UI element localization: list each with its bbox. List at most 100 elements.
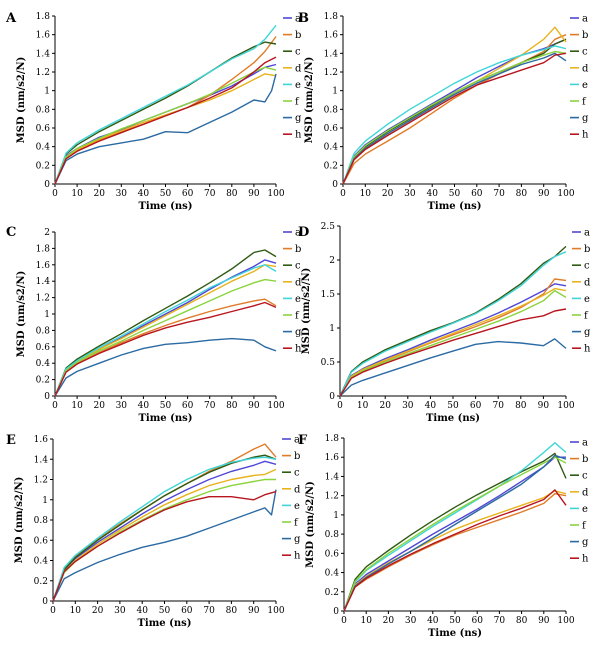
x-tick-label: 0 — [52, 189, 58, 199]
y-tick-label: 1 — [44, 310, 50, 320]
x-tick-label: 20 — [383, 616, 395, 626]
legend-label-f: f — [295, 311, 300, 322]
x-tick-label: 40 — [427, 616, 439, 626]
panel-letter: D — [298, 225, 309, 240]
series-line-g — [54, 337, 277, 397]
y-tick-label: 1 — [333, 511, 339, 521]
series-line-c — [52, 454, 277, 602]
x-tick-label: 40 — [138, 189, 150, 199]
x-tick-label: 60 — [471, 616, 483, 626]
chart-panel-f: F 0 10 20 30 40 50 60 70 80 90 100 0 0.2 0.4 0.6 0.8 1 1.2… — [298, 433, 589, 639]
y-tick-label: 0.6 — [324, 124, 339, 134]
y-tick-label: 1 — [329, 324, 335, 334]
series-line-g — [54, 73, 277, 185]
series-line-h — [343, 489, 567, 612]
y-axis-title: MSD (nm/s2/N) — [301, 268, 312, 355]
y-tick-label: 0.8 — [36, 326, 51, 336]
legend-label-e: e — [582, 80, 588, 91]
x-tick-label: 20 — [92, 606, 104, 616]
x-tick-label: 50 — [449, 616, 461, 626]
x-tick-label: 20 — [379, 401, 391, 411]
y-tick-label: 1.2 — [34, 476, 48, 486]
y-tick-label: 0.6 — [36, 124, 51, 134]
y-tick-label: 1.6 — [325, 453, 340, 463]
x-tick-label: 60 — [182, 189, 194, 199]
x-tick-label: 50 — [449, 189, 461, 199]
x-tick-label: 80 — [516, 616, 528, 626]
legend-label-b: b — [582, 30, 588, 41]
chart-panel-d: D 0 10 20 30 40 50 60 70 80 90 100 0 0.5 1 1.5 2 2.5 Time … — [298, 222, 591, 424]
series-line-d — [342, 26, 567, 185]
series-line-b — [54, 36, 277, 185]
y-tick-label: 0.2 — [324, 161, 338, 171]
x-tick-label: 40 — [426, 189, 438, 199]
legend-label-h: h — [582, 130, 589, 141]
y-tick-label: 1.8 — [324, 12, 339, 22]
legend-label-a: a — [295, 228, 301, 239]
series-line-d — [339, 287, 567, 397]
legend-label-b: b — [294, 451, 300, 462]
series-line-e — [52, 456, 277, 602]
series-line-c — [339, 245, 567, 397]
series-line-d — [52, 468, 277, 602]
series-line-d — [54, 73, 277, 185]
legend-label-c: c — [582, 47, 588, 58]
series-line-a — [342, 38, 567, 185]
series-line-g — [339, 338, 567, 397]
legend-label-e: e — [295, 294, 301, 305]
y-tick-label: 2 — [329, 256, 335, 266]
series-line-g — [52, 489, 277, 602]
x-axis-title: Time (ns) — [427, 201, 481, 212]
legend-label-h: h — [295, 130, 302, 141]
x-tick-label: 90 — [248, 401, 260, 411]
legend-label-f: f — [295, 97, 300, 108]
y-tick-label: 0.4 — [324, 143, 339, 153]
panel-letter: A — [5, 11, 17, 26]
legend-label-g: g — [295, 113, 302, 124]
legend-label-e: e — [582, 504, 588, 515]
y-tick-label: 0.4 — [36, 143, 51, 153]
y-tick-label: 0 — [44, 180, 50, 190]
legend-label-a: a — [584, 228, 590, 239]
legend-label-d: d — [582, 63, 589, 74]
y-tick-label: 0 — [333, 607, 339, 617]
series-line-b — [343, 493, 567, 612]
legend-label-c: c — [295, 261, 301, 272]
x-tick-label: 30 — [405, 616, 417, 626]
series-line-d — [343, 490, 567, 612]
chart-panel-a: A 0 10 20 30 40 50 60 70 80 90 100 0 0.2 0.4 0.6 0.8 1 1.2… — [5, 11, 302, 212]
y-axis-title: MSD (nm/s2/N) — [16, 57, 27, 144]
x-tick-label: 10 — [360, 189, 372, 199]
y-tick-label: 1.6 — [324, 31, 339, 41]
x-tick-label: 80 — [226, 401, 238, 411]
series-line-h — [54, 301, 277, 397]
x-tick-label: 100 — [267, 401, 284, 411]
x-tick-label: 0 — [340, 189, 346, 199]
panel-letter: F — [298, 433, 308, 448]
x-tick-label: 90 — [538, 616, 550, 626]
legend-label-h: h — [582, 554, 589, 565]
legend-label-c: c — [582, 471, 588, 482]
y-tick-label: 0.6 — [325, 549, 340, 559]
y-tick-label: 1.5 — [321, 290, 336, 300]
y-tick-label: 1.4 — [36, 277, 51, 287]
y-tick-label: 0.2 — [36, 376, 50, 386]
y-tick-label: 1.2 — [325, 492, 339, 502]
legend-label-g: g — [294, 534, 301, 545]
series-line-f — [339, 289, 567, 397]
x-tick-label: 40 — [425, 401, 437, 411]
series-line-a — [54, 63, 277, 185]
x-tick-label: 40 — [136, 606, 148, 616]
series-line-h — [342, 52, 567, 185]
chart-panel-b: B 0 10 20 30 40 50 60 70 80 90 100 0 0.2 0.4 0.6 0.8 1 1.2… — [298, 11, 589, 212]
panel-letter: E — [6, 433, 16, 448]
y-tick-label: 1.4 — [325, 472, 340, 482]
legend-label-f: f — [582, 521, 587, 532]
x-tick-label: 60 — [470, 401, 482, 411]
y-tick-label: 2 — [44, 228, 50, 238]
x-tick-label: 20 — [382, 189, 394, 199]
y-axis-title: MSD (nm/s2/N) — [305, 481, 316, 568]
y-tick-label: 1.2 — [36, 294, 50, 304]
x-tick-label: 30 — [404, 189, 416, 199]
